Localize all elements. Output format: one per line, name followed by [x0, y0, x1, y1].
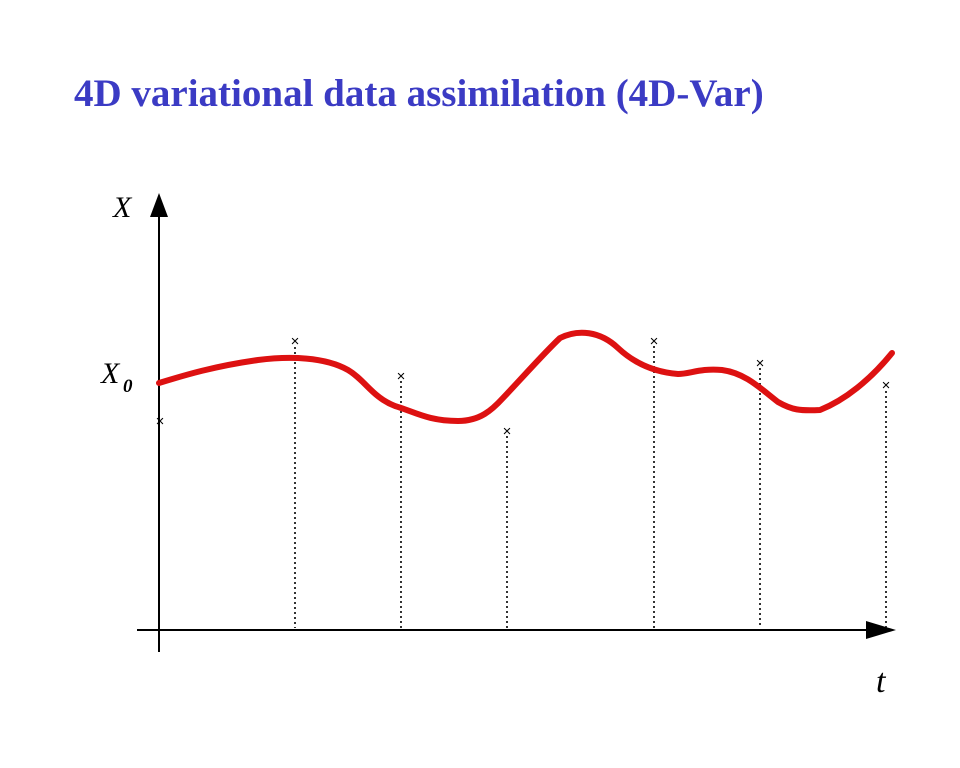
y-axis-arrowhead — [150, 193, 168, 217]
observation-marker: × — [650, 333, 659, 350]
y-axis-label: X — [112, 191, 133, 224]
observation-marker: × — [503, 423, 512, 440]
observation-lines — [294, 346, 887, 628]
x-axis-arrowhead — [866, 621, 896, 639]
observation-marker: × — [756, 355, 765, 372]
observation-marker: × — [156, 413, 165, 430]
observation-marker: × — [291, 333, 300, 350]
initial-state-symbol: X — [100, 357, 121, 390]
initial-state-label: X 0 — [100, 357, 133, 397]
observation-markers: × × × × × × × — [156, 333, 891, 440]
observation-marker: × — [882, 377, 891, 394]
initial-state-subscript: 0 — [123, 376, 133, 397]
model-trajectory — [156, 329, 895, 424]
x-axis-label: t — [876, 663, 887, 700]
observation-marker: × — [397, 368, 406, 385]
page-title: 4D variational data assimilation (4D-Var… — [74, 72, 764, 115]
axes — [137, 193, 896, 652]
